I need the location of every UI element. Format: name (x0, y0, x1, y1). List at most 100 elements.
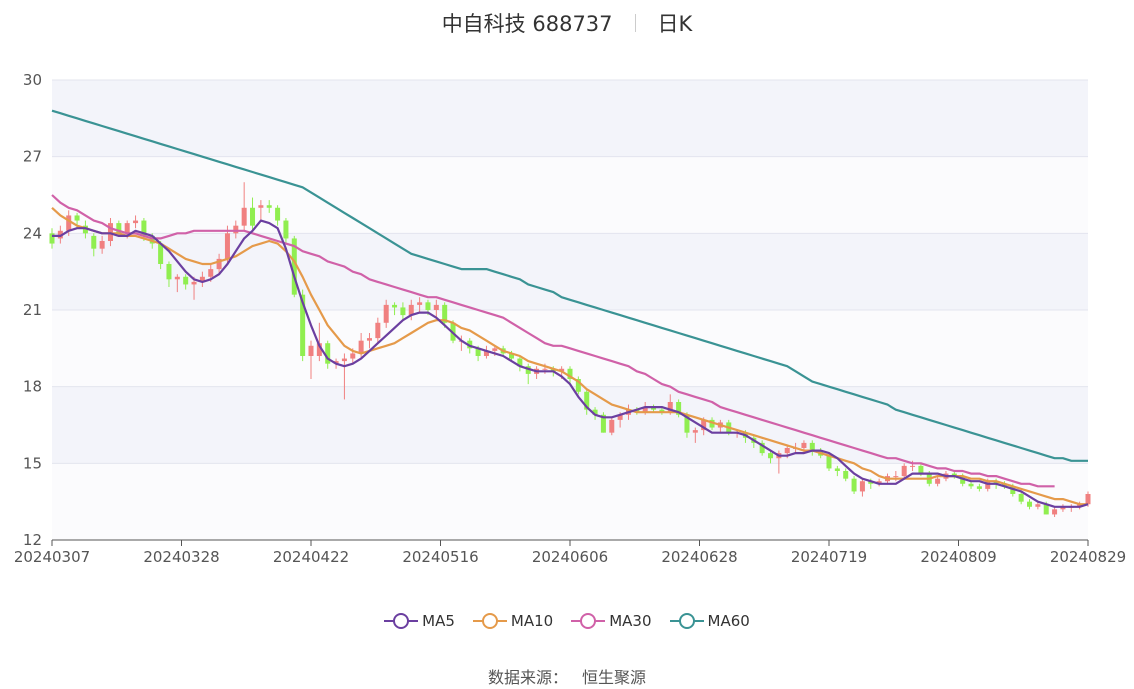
candle-body (57, 230, 63, 239)
candle-body (483, 350, 489, 356)
y-tick-label: 27 (23, 148, 42, 166)
candle-body (191, 281, 197, 285)
candle-body (1018, 494, 1024, 502)
candle-body (1085, 494, 1091, 505)
legend-item-ma5[interactable]: MA5 (384, 612, 455, 630)
candle-body (550, 368, 556, 372)
candle-body (417, 302, 423, 305)
candle-body (166, 264, 172, 280)
candle-body (876, 481, 882, 484)
candle-body (893, 476, 899, 478)
candle-body (375, 322, 381, 339)
candle-body (667, 402, 673, 413)
ma5-swatch-icon (384, 612, 419, 630)
candle-body (525, 366, 531, 374)
candle-body (709, 419, 715, 428)
candle-body (199, 276, 205, 282)
legend-label-ma30: MA30 (609, 612, 652, 630)
ma60-line (51, 109, 1088, 462)
candle-body (392, 304, 398, 308)
period-label: 日K (657, 12, 693, 36)
candle-body (250, 207, 256, 226)
legend-item-ma30[interactable]: MA30 (571, 612, 652, 630)
candle-body (634, 409, 640, 413)
candle-body (425, 302, 431, 310)
x-tick-label: 20240719 (791, 548, 867, 566)
candle-body (517, 358, 523, 367)
y-tick-label: 21 (23, 301, 42, 319)
candle-body (1052, 509, 1058, 515)
candle-body (542, 368, 548, 370)
candle-body (592, 409, 598, 415)
candle-body (843, 471, 849, 479)
candle-body (91, 235, 97, 249)
candle-body (208, 269, 214, 277)
candle-body (291, 238, 297, 295)
candle-body (834, 468, 840, 471)
candle-body (467, 340, 473, 349)
x-tick-label: 20240809 (920, 548, 996, 566)
candle-body (951, 473, 957, 477)
grid-band (52, 80, 1088, 157)
candle-body (116, 223, 122, 234)
candle-body (325, 343, 331, 364)
candle-body (275, 207, 281, 221)
grid-band (52, 156, 1088, 234)
x-tick-label: 20240516 (402, 548, 478, 566)
x-tick-label: 20240628 (661, 548, 737, 566)
candle-body (133, 220, 139, 224)
candle-body (901, 465, 907, 477)
candle-body (266, 205, 272, 208)
candle-body (759, 442, 765, 454)
candle-body (692, 430, 698, 433)
data-source: 数据来源： 恒生聚源 (0, 664, 1134, 688)
ma10-swatch-icon (472, 612, 507, 630)
candle-body (107, 223, 113, 241)
candle-body (826, 455, 832, 469)
candle-body (74, 215, 80, 221)
legend-item-ma60[interactable]: MA60 (669, 612, 750, 630)
candle-body (124, 223, 130, 234)
grid-band (52, 386, 1088, 464)
y-tick-label: 15 (23, 454, 42, 472)
candle-body (851, 478, 857, 492)
x-tick-label: 20240307 (14, 548, 90, 566)
candle-body (66, 215, 72, 231)
candle-body (442, 304, 448, 323)
candle-body (1001, 483, 1007, 487)
candle-body (224, 233, 230, 259)
candle-body (149, 235, 155, 244)
legend-label-ma60: MA60 (707, 612, 750, 630)
candle-body (216, 258, 222, 270)
candle-body (49, 233, 55, 244)
candle-body (976, 486, 982, 489)
candle-body (475, 348, 481, 356)
candle-body (584, 391, 590, 410)
candle-body (985, 481, 991, 489)
candle-body (366, 338, 372, 341)
candle-body (1043, 504, 1049, 515)
candle-body (609, 419, 615, 433)
candle-body (308, 345, 314, 356)
candle-body (659, 409, 665, 413)
candle-body (910, 465, 916, 467)
ma10-line (51, 206, 1088, 506)
candle-body (768, 453, 774, 459)
candle-body (99, 241, 105, 249)
candle-body (300, 294, 306, 356)
candle-body (408, 304, 414, 316)
candle-body (651, 407, 657, 410)
candle-body (868, 481, 874, 484)
legend-item-ma10[interactable]: MA10 (472, 612, 553, 630)
chart-legend: MA5 MA10 MA30 MA60 (0, 612, 1134, 630)
candle-body (158, 243, 164, 264)
candle-body (559, 368, 565, 372)
x-tick-label: 20240328 (143, 548, 219, 566)
candle-body (809, 442, 815, 451)
candle-body (859, 481, 865, 492)
y-tick-label: 12 (23, 531, 42, 549)
candle-body (82, 225, 88, 234)
legend-label-ma5: MA5 (422, 612, 455, 630)
candle-body (918, 465, 924, 474)
candlestick-chart: 12 15 18 21 24 27 30 20240307 20240328 20240422 20… (14, 71, 1126, 566)
